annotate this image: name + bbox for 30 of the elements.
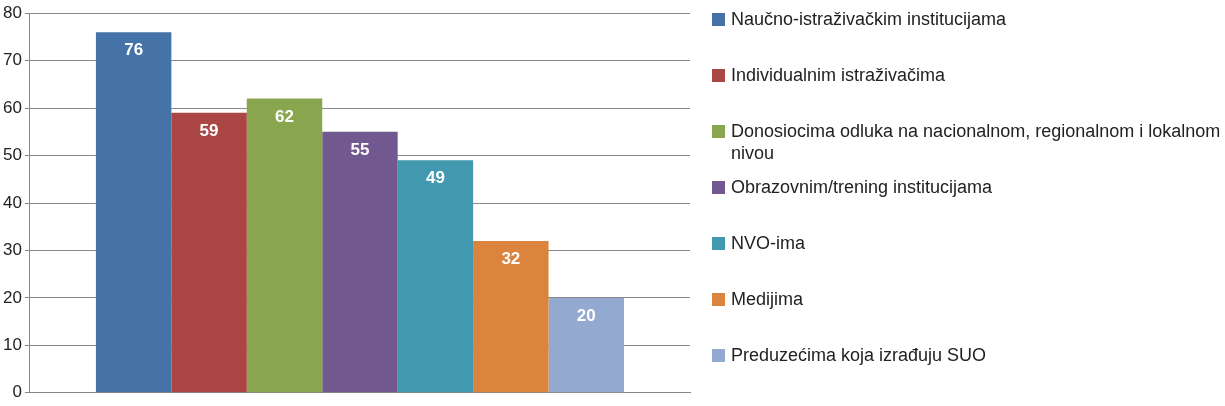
data-label: 32 (501, 249, 521, 269)
legend-label: Individualnim istraživačima (731, 64, 946, 86)
y-tick-label: 30 (2, 240, 22, 260)
legend-label: Medijima (731, 288, 804, 310)
bar (322, 131, 398, 393)
bar (473, 240, 549, 393)
legend-label: Obrazovnim/trening institucijama (731, 176, 993, 198)
data-label: 20 (576, 306, 596, 326)
y-tick-label: 0 (12, 382, 22, 402)
y-tick-label: 10 (2, 335, 22, 355)
y-tick-label: 20 (2, 287, 22, 307)
y-tick-label: 80 (2, 2, 22, 22)
data-label: 49 (425, 168, 445, 188)
y-tick-label: 70 (2, 50, 22, 70)
y-tick-label: 60 (2, 97, 22, 117)
legend-label: Donosiocima odluka na nacionalnom, regionalnom i lokalnom nivou (731, 120, 1222, 164)
bar (95, 32, 172, 393)
y-tick-label: 50 (2, 145, 22, 165)
bar (246, 98, 323, 393)
data-label: 59 (199, 121, 219, 141)
data-label: 76 (124, 40, 144, 60)
bar (171, 112, 247, 393)
data-label: 55 (350, 140, 370, 160)
legend-label: NVO-ima (731, 232, 806, 254)
bar (397, 160, 474, 393)
legend-label: Naučno-istraživačkim institucijama (731, 8, 1007, 30)
y-tick-label: 40 (2, 192, 22, 212)
legend-label: Preduzećima koja izrađuju SUO (731, 344, 987, 366)
bar (548, 297, 624, 393)
data-label: 62 (275, 106, 294, 126)
